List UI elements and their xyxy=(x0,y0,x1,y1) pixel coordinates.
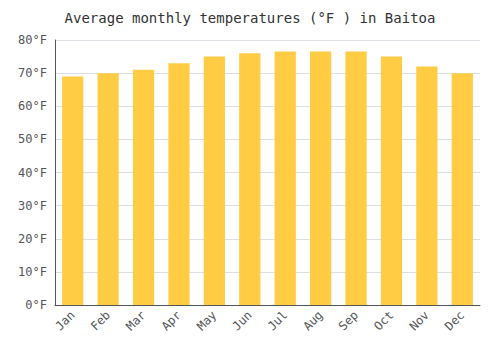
svg-text:Jan: Jan xyxy=(52,308,77,333)
svg-text:20°F: 20°F xyxy=(18,232,47,246)
svg-text:40°F: 40°F xyxy=(18,166,47,180)
svg-text:70°F: 70°F xyxy=(18,66,47,80)
svg-text:10°F: 10°F xyxy=(18,265,47,279)
svg-text:Apr: Apr xyxy=(159,308,184,333)
svg-text:50°F: 50°F xyxy=(18,132,47,146)
svg-text:May: May xyxy=(194,308,219,333)
svg-text:60°F: 60°F xyxy=(18,99,47,113)
svg-text:Oct: Oct xyxy=(371,308,396,333)
svg-text:Jun: Jun xyxy=(230,308,255,333)
svg-text:0°F: 0°F xyxy=(25,298,47,312)
svg-text:Nov: Nov xyxy=(407,308,432,333)
svg-text:Mar: Mar xyxy=(123,308,148,333)
svg-text:80°F: 80°F xyxy=(18,33,47,47)
svg-text:Aug: Aug xyxy=(300,308,325,333)
svg-text:Feb: Feb xyxy=(88,308,113,333)
svg-text:Average monthly temperatures (: Average monthly temperatures (°F ) in Ba… xyxy=(65,10,436,26)
svg-text:Dec: Dec xyxy=(442,308,467,333)
svg-text:Sep: Sep xyxy=(336,308,361,333)
svg-text:30°F: 30°F xyxy=(18,199,47,213)
svg-text:Jul: Jul xyxy=(265,308,290,333)
